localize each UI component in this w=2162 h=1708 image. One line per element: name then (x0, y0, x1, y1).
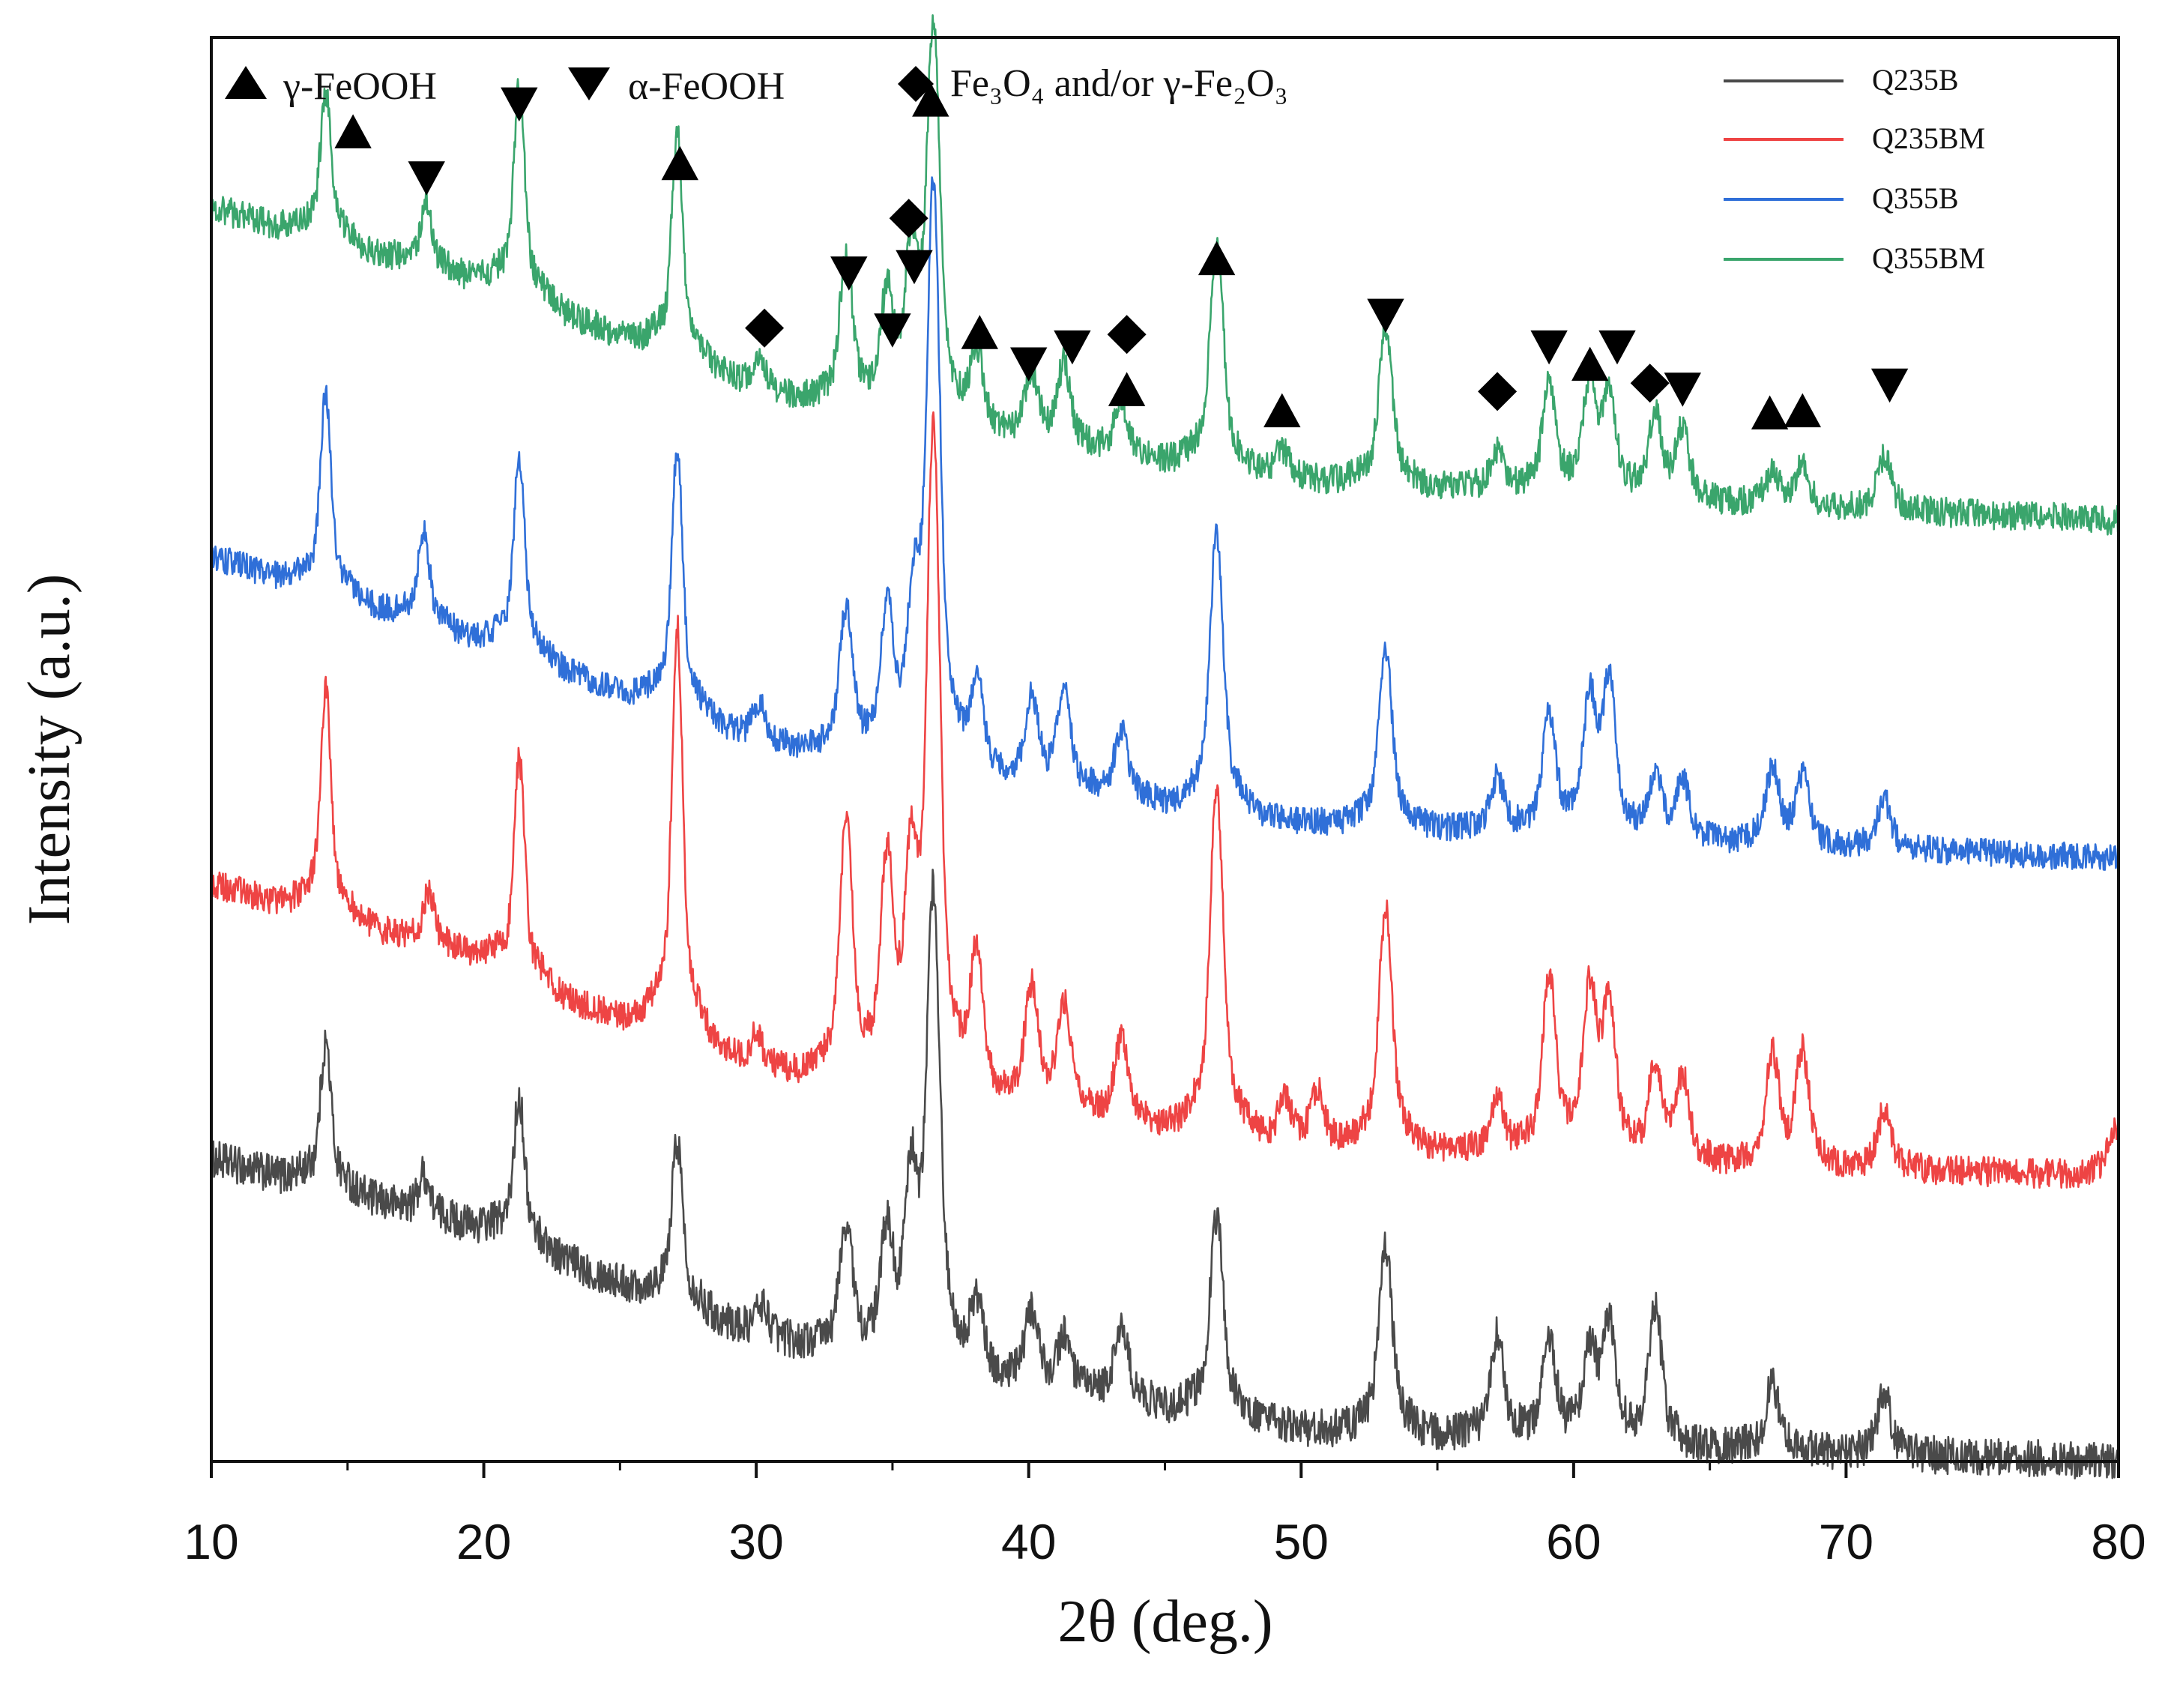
x-tick-label: 60 (1546, 1514, 1601, 1569)
x-tick-label: 50 (1274, 1514, 1329, 1569)
phase-marker-triangle-up-icon (334, 114, 372, 148)
phase-marker-triangle-down-icon (1870, 368, 1909, 403)
phase-marker-triangle-up-icon (961, 315, 998, 349)
phase-marker-diamond-icon (1630, 363, 1670, 403)
phase-legend-triangle-up-icon (225, 66, 267, 99)
phase-legend-diamond-icon (898, 66, 934, 102)
phase-marker-triangle-down-icon (1367, 298, 1404, 334)
phase-marker-triangle-down-icon (1010, 347, 1048, 381)
phase-marker-triangle-down-icon (1664, 372, 1701, 407)
phase-marker-triangle-down-icon (501, 87, 538, 122)
phase-marker-diamond-icon (1478, 372, 1518, 411)
x-tick-label: 80 (2091, 1514, 2146, 1569)
x-tick-label: 70 (1819, 1514, 1873, 1569)
y-axis-label: Intensity (a.u.) (16, 574, 82, 926)
x-tick-label: 40 (1001, 1514, 1056, 1569)
phase-marker-triangle-down-icon (1598, 330, 1636, 365)
phase-legend-label: Fe₃O₄ and/or γ-Fe₂O₃ (950, 62, 1288, 105)
phase-marker-layer (334, 82, 1909, 429)
phase-legend: γ-FeOOH α-FeOOH Fe₃O₄ and/or γ-Fe₂O₃ (225, 62, 1288, 108)
series-line-q355bm (210, 14, 2120, 536)
x-tick-label: 20 (456, 1514, 511, 1569)
phase-marker-triangle-up-icon (1751, 395, 1789, 429)
legend: Q235B Q235BM Q355B Q355BM (1724, 63, 1985, 275)
legend-label-q235b: Q235B (1872, 63, 1959, 97)
phase-marker-triangle-up-icon (1198, 241, 1236, 276)
phase-marker-diamond-icon (745, 308, 785, 348)
phase-marker-triangle-down-icon (408, 161, 445, 196)
legend-label-q235bm: Q235BM (1872, 121, 1985, 155)
phase-marker-triangle-up-icon (661, 145, 698, 181)
x-axis-ticks: 10 20 30 40 50 60 70 80 (184, 1461, 2146, 1569)
phase-marker-triangle-down-icon (1530, 330, 1568, 365)
series-layer (210, 14, 2120, 1479)
x-axis-label: 2θ (deg.) (1057, 1589, 1272, 1655)
phase-marker-triangle-down-icon (874, 313, 911, 348)
phase-legend-label: γ-FeOOH (283, 65, 437, 108)
series-line-q235b (210, 869, 2120, 1479)
legend-label-q355bm: Q355BM (1872, 241, 1985, 275)
phase-marker-triangle-down-icon (1054, 330, 1091, 365)
phase-marker-diamond-icon (889, 199, 928, 238)
legend-label-q355b: Q355B (1872, 181, 1959, 215)
x-tick-label: 10 (184, 1514, 238, 1569)
series-line-q235bm (210, 411, 2120, 1189)
phase-marker-triangle-up-icon (1784, 393, 1821, 428)
phase-legend-label: α-FeOOH (628, 65, 785, 108)
phase-legend-triangle-down-icon (568, 67, 610, 100)
phase-marker-triangle-up-icon (912, 82, 949, 117)
phase-marker-triangle-down-icon (830, 256, 868, 291)
phase-marker-triangle-up-icon (1108, 372, 1146, 406)
series-line-q355b (210, 176, 2120, 871)
phase-marker-triangle-up-icon (1571, 346, 1609, 381)
phase-marker-triangle-up-icon (1263, 393, 1301, 428)
x-tick-label: 30 (728, 1514, 783, 1569)
phase-marker-triangle-down-icon (896, 250, 933, 285)
phase-marker-diamond-icon (1107, 315, 1147, 354)
